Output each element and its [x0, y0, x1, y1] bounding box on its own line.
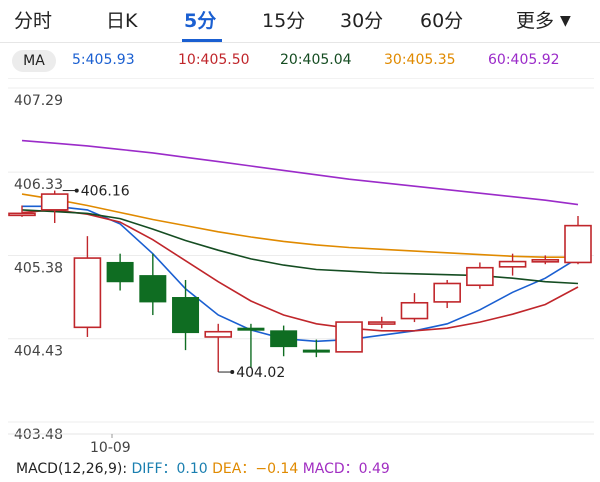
macd-diff-value: DIFF：0.10 — [131, 461, 208, 477]
candle-body-up — [433, 282, 461, 303]
ma-legend: MA 5:405.93 10:405.50 20:405.04 30:405.3… — [0, 48, 600, 74]
candle-body-down — [237, 327, 265, 331]
ma20-line — [21, 209, 579, 285]
candle-body-up — [73, 257, 102, 329]
candle-body-down — [172, 297, 200, 334]
macd-params-label: MACD(12,26,9): — [16, 461, 128, 477]
candle-body-down — [139, 275, 167, 303]
tab-more-label: 更多 — [516, 10, 555, 32]
max-marker-dot — [74, 188, 79, 193]
y-tick-label: 406.33 — [14, 177, 63, 193]
candle-body-up — [498, 260, 527, 268]
min-marker-dot — [230, 370, 235, 375]
ma-toggle-button[interactable]: MA — [12, 50, 56, 72]
caret-down-icon: ▼ — [560, 13, 571, 29]
tab-more[interactable]: 更多 ▼ — [516, 6, 571, 36]
x-axis-date-label: 10-09 — [90, 440, 131, 456]
candle-body-down — [106, 261, 134, 283]
tab-30min[interactable]: 30分 — [340, 10, 384, 32]
ma60-value: 60:405.92 — [488, 52, 560, 68]
candle-body-up — [335, 321, 363, 353]
candle-body-up — [400, 301, 429, 320]
tab-5min[interactable]: 5分 — [184, 10, 217, 32]
candle-body-up — [204, 330, 233, 338]
ma10-line — [21, 209, 579, 332]
macd-dea-value: DEA：−0.14 — [212, 461, 299, 477]
macd-indicator-row: MACD(12,26,9): DIFF：0.10 DEA：−0.14 MACD：… — [16, 458, 390, 478]
tab-timeshare[interactable]: 分时 — [14, 10, 53, 32]
ma10-value: 10:405.50 — [178, 52, 250, 68]
ma5-value: 5:405.93 — [72, 52, 135, 68]
candlestick-chart[interactable]: 407.29 406.33 405.38 404.43 403.48 10-09 406.1… — [0, 78, 600, 458]
candle-body-down — [302, 349, 330, 353]
candle-body-up — [8, 212, 36, 217]
ma30-line — [21, 193, 578, 258]
y-tick-label: 405.38 — [14, 260, 63, 276]
candle-body-up — [531, 259, 560, 263]
ma20-value: 20:405.04 — [280, 52, 352, 68]
y-tick-label: 403.48 — [14, 427, 63, 443]
max-price-label: 406.16 — [81, 184, 130, 200]
ma30-value: 30:405.35 — [384, 52, 456, 68]
candle-body-down — [270, 330, 298, 348]
tab-daily-k[interactable]: 日K — [106, 10, 138, 32]
candle-body-up — [367, 321, 396, 325]
min-price-label: 404.02 — [236, 365, 285, 381]
candle-body-up — [564, 224, 592, 264]
macd-value: MACD：0.49 — [302, 461, 390, 477]
y-tick-label: 404.43 — [14, 344, 63, 360]
y-tick-label: 407.29 — [14, 93, 63, 109]
tab-15min[interactable]: 15分 — [262, 10, 306, 32]
candle-body-up — [466, 266, 494, 287]
ma60-line — [21, 139, 579, 206]
ma5-line — [22, 205, 579, 343]
tab-60min[interactable]: 60分 — [420, 10, 464, 32]
period-tab-bar: 分时 日K 5分 15分 30分 60分 更多 ▼ — [0, 0, 600, 43]
candle-body-up — [40, 193, 69, 211]
active-tab-indicator — [182, 39, 222, 42]
